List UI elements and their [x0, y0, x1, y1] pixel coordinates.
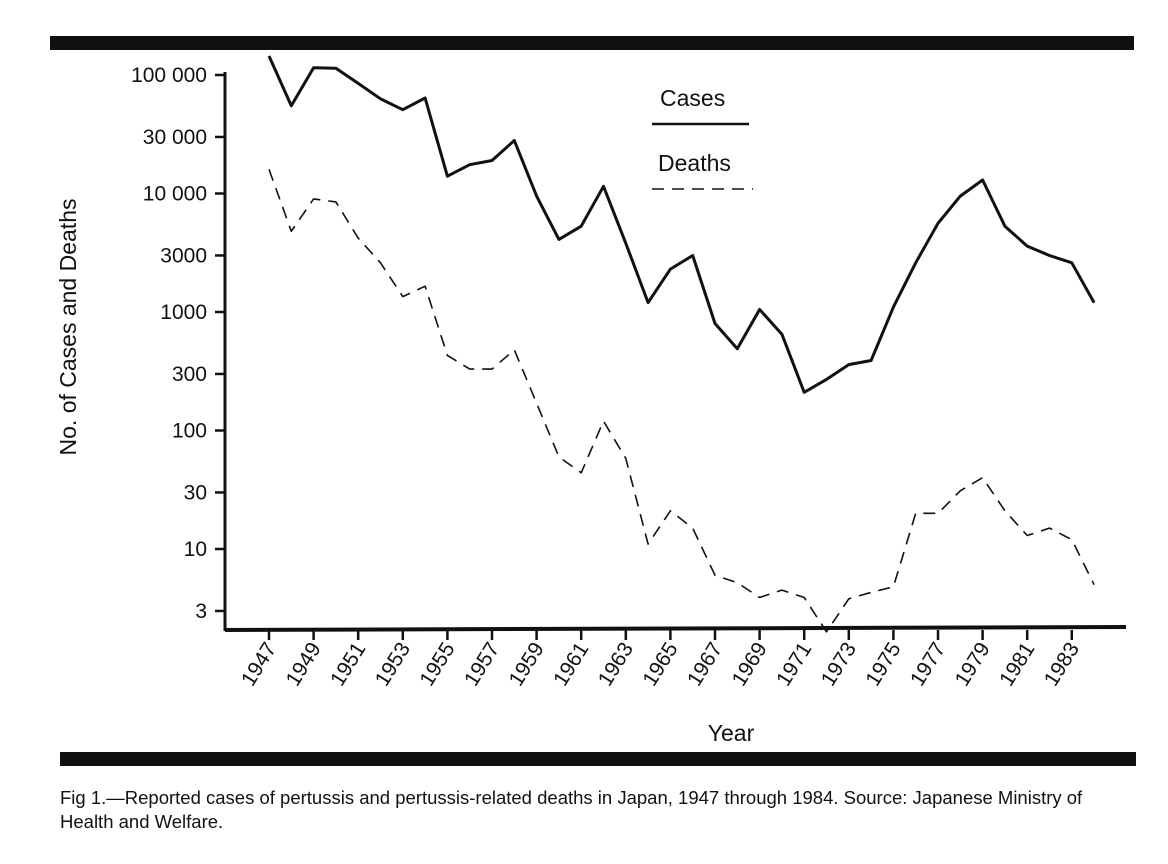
- y-tick-label: 100 000: [131, 64, 207, 87]
- y-tick-label: 10: [184, 538, 207, 561]
- x-tick-label: 1953: [371, 638, 415, 690]
- x-tick-label: 1947: [237, 638, 281, 690]
- series-line-cases: [267, 55, 1096, 394]
- legend-label-deaths: Deaths: [658, 150, 731, 176]
- y-tick-label: 1000: [160, 301, 207, 324]
- x-tick-label: 1967: [683, 638, 727, 690]
- x-tick-label: 1965: [638, 638, 682, 690]
- y-ticks: 100 000 30 000 10 000 3000 1000 300 100 30 10 3: [131, 64, 225, 623]
- x-tick-label: 1975: [861, 638, 905, 690]
- x-tick-label: 1959: [505, 638, 549, 690]
- x-tick-label: 1963: [594, 638, 638, 690]
- figure-caption: Fig 1.—Reported cases of pertussis and p…: [60, 787, 1083, 832]
- x-tick-label: 1969: [728, 638, 772, 690]
- y-tick-label: 30: [184, 481, 207, 504]
- x-axis-line: [224, 625, 1127, 632]
- y-tick-label: 3000: [160, 244, 207, 267]
- x-tick-label: 1973: [817, 638, 861, 690]
- x-axis-title: Year: [708, 720, 755, 746]
- y-axis-title: No. of Cases and Deaths: [55, 199, 81, 456]
- x-tick-label: 1955: [415, 638, 459, 690]
- x-tick-label: 1983: [1040, 638, 1084, 690]
- y-tick-label: 3: [195, 600, 207, 623]
- y-tick-label: 10 000: [143, 183, 207, 206]
- x-tick-label: 1961: [549, 638, 593, 690]
- bottom-rule: [60, 752, 1136, 766]
- x-tick-label: 1957: [460, 638, 504, 690]
- x-ticks: 1947 1949 1951 1953 1955 1957 1959 1961 1963 1965…: [237, 630, 1084, 690]
- y-tick-label: 300: [172, 363, 207, 386]
- legend: Cases Deaths: [652, 85, 753, 190]
- legend-label-cases: Cases: [660, 85, 725, 111]
- series-line-deaths: [268, 169, 1095, 633]
- x-axis: [224, 625, 1127, 632]
- x-tick-label: 1949: [282, 638, 326, 690]
- y-tick-label: 30 000: [143, 126, 207, 149]
- x-tick-label: 1951: [326, 638, 370, 690]
- top-rule: [50, 36, 1134, 50]
- x-tick-label: 1971: [772, 638, 816, 690]
- x-tick-label: 1977: [906, 638, 950, 690]
- x-tick-label: 1981: [995, 638, 1039, 690]
- y-tick-label: 100: [172, 420, 207, 443]
- series-group: [267, 55, 1096, 633]
- x-tick-label: 1979: [951, 638, 995, 690]
